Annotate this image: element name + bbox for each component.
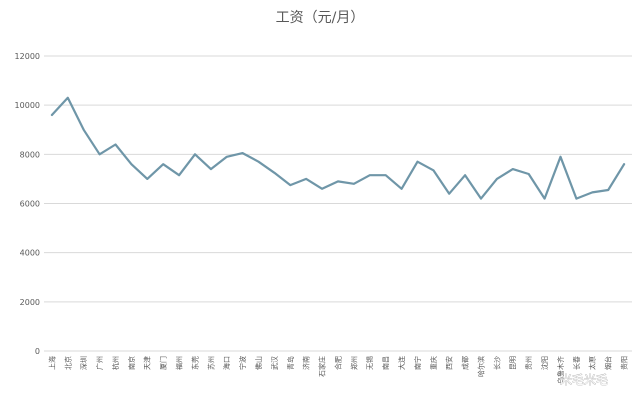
x-tick-label: 厦门: [159, 356, 168, 370]
x-tick-label: 石家庄: [318, 356, 327, 377]
x-tick-label: 海口: [222, 356, 231, 370]
x-tick-label: 成都: [461, 356, 470, 370]
x-tick-label: 济南: [302, 356, 311, 370]
data-point: [241, 152, 244, 154]
x-axis-ticks: 上海 北京 深圳 广州 杭州 南京 天津 厦门 福州 东莞 苏州 海口 宁波 佛山 武汉 青岛 济南 石家庄 合肥郑…: [47, 356, 628, 384]
series-line: [50, 96, 626, 200]
data-point: [353, 183, 355, 185]
x-tick-label: 无锡: [365, 356, 374, 370]
data-point: [623, 163, 625, 165]
data-point: [432, 169, 435, 172]
data-point: [337, 180, 339, 183]
x-tick-label: 宁波: [238, 356, 247, 370]
x-tick-label: 昆明: [509, 356, 517, 370]
data-point: [114, 143, 117, 146]
data-point: [368, 174, 371, 177]
y-tick-label: 4000: [20, 249, 40, 258]
x-tick-label: 深圳: [79, 356, 88, 370]
data-point: [257, 160, 260, 163]
y-tick-label: 2000: [20, 298, 40, 307]
data-point: [98, 153, 101, 156]
series-layer: [50, 96, 626, 200]
x-tick-label: 贵阳: [620, 356, 629, 370]
x-tick-label: 烟台: [604, 356, 613, 370]
x-tick-label: 大连: [397, 356, 406, 370]
data-point: [162, 163, 164, 165]
data-point: [464, 174, 466, 177]
x-tick-label: 贵州: [524, 356, 533, 370]
x-tick-label: 天津: [144, 356, 152, 370]
data-point: [559, 155, 562, 158]
data-point: [543, 197, 546, 200]
data-point: [67, 96, 69, 99]
x-tick-label: 上海: [47, 356, 56, 370]
data-point: [512, 168, 514, 170]
data-point: [400, 187, 403, 190]
y-tick-label: 0: [35, 347, 40, 356]
data-point: [591, 191, 594, 194]
data-point: [194, 153, 196, 156]
x-tick-label: 苏州: [206, 356, 215, 370]
x-tick-label: 合肥: [333, 356, 342, 370]
data-point: [225, 155, 228, 158]
data-point: [527, 173, 530, 175]
data-point: [384, 174, 387, 177]
data-point: [51, 114, 53, 116]
x-tick-label: 武汉: [270, 356, 279, 370]
y-axis-ticks: 0 2000 4000 6000 8000 10000 12000: [15, 52, 40, 356]
x-tick-label: 广州: [95, 356, 104, 370]
x-tick-label: 太原: [588, 356, 597, 370]
x-tick-label: 长春: [572, 356, 581, 370]
chart-title: 工资（元/月）: [276, 10, 365, 26]
data-point: [178, 174, 180, 177]
data-point: [416, 160, 419, 163]
x-tick-label: 重庆: [429, 356, 438, 370]
data-point: [82, 128, 85, 131]
x-tick-label: 沈阳: [540, 356, 549, 370]
data-point: [130, 163, 133, 165]
x-tick-label: 福州: [175, 356, 184, 370]
x-tick-label: 杭州: [111, 356, 120, 370]
y-tick-label: 8000: [20, 150, 40, 159]
x-tick-label: 南宁: [413, 356, 422, 370]
data-point: [273, 171, 276, 174]
watermark-text: 米毛米毛: [560, 373, 608, 387]
x-tick-label: 哈尔滨: [476, 356, 485, 377]
data-point: [146, 178, 149, 180]
data-point: [480, 197, 482, 200]
x-tick-label: 青岛: [286, 356, 295, 370]
gridlines: [44, 55, 632, 352]
x-tick-label: 郑州: [350, 356, 358, 370]
x-tick-label: 南京: [127, 356, 136, 370]
x-tick-label: 佛山: [254, 356, 263, 370]
x-tick-label: 东莞: [190, 356, 199, 370]
data-point: [448, 192, 451, 195]
data-point: [607, 189, 609, 191]
data-point: [289, 184, 292, 186]
x-tick-label: 北京: [63, 356, 72, 370]
y-tick-label: 10000: [15, 101, 40, 110]
y-tick-label: 6000: [20, 200, 40, 209]
data-point: [210, 168, 212, 170]
data-point: [575, 197, 578, 200]
x-tick-label: 西安: [445, 356, 454, 370]
data-point: [321, 187, 323, 190]
x-tick-label: 乌鲁木齐: [556, 356, 565, 384]
y-tick-label: 12000: [15, 52, 40, 61]
x-tick-label: 南昌: [381, 356, 390, 370]
data-point: [496, 178, 498, 180]
x-tick-label: 长沙: [492, 356, 501, 370]
data-point: [305, 178, 308, 180]
